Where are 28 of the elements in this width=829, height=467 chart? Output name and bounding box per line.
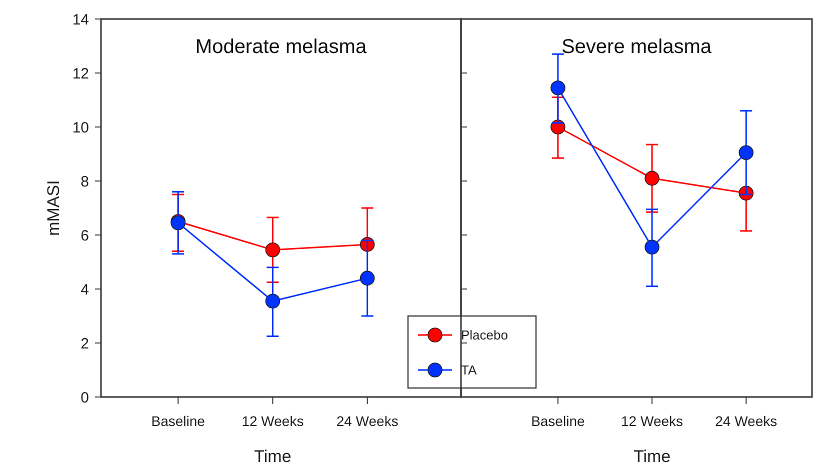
x-tick-label: Baseline	[531, 413, 585, 429]
y-tick-label: 2	[80, 335, 89, 352]
y-tick-label: 14	[72, 11, 89, 28]
text: Moderate melasma	[195, 36, 368, 58]
x-tick-label: 24 Weeks	[715, 413, 778, 429]
point	[644, 170, 660, 186]
point	[265, 294, 280, 309]
point	[360, 270, 375, 286]
legend-label: Placebo	[461, 328, 508, 343]
y-tick-label: 12	[72, 65, 89, 82]
y-tick-label: 4	[80, 281, 89, 298]
legend-label: TA	[461, 362, 477, 378]
y-axis-title: mMASI	[44, 180, 63, 236]
y-tick-label: 8	[80, 173, 89, 190]
x-tick-label: 12 Weeks	[242, 413, 304, 429]
point	[738, 145, 754, 160]
x-tick-label: 24 Weeks	[336, 413, 398, 429]
x-axis-title: Time	[254, 447, 292, 466]
point	[550, 80, 566, 96]
x-tick-label: Baseline	[151, 413, 206, 429]
y-tick-label: 10	[72, 119, 89, 136]
text: Severe melasma	[561, 36, 712, 58]
y-tick-label: 6	[80, 227, 89, 244]
x-tick-label: 12 Weeks	[621, 413, 684, 429]
y-tick-label: 0	[80, 389, 89, 406]
x-axis-title: Time	[633, 447, 671, 466]
point	[265, 242, 280, 258]
point	[644, 240, 660, 255]
